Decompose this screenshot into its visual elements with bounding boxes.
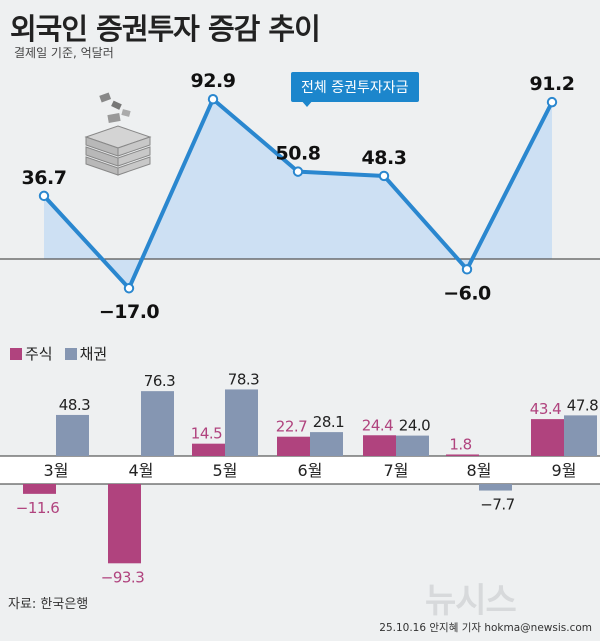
line-point — [207, 94, 219, 105]
legend-label-stock: 주식 — [25, 345, 53, 363]
bond-data-label: 48.3 — [59, 396, 90, 414]
stack-of-money-icon — [78, 92, 158, 181]
bond-bar — [564, 415, 597, 456]
line-point — [123, 283, 135, 294]
bond-bar — [225, 389, 258, 456]
bar-legend: 주식 채권 — [10, 343, 115, 364]
bond-data-label: 28.1 — [313, 413, 344, 431]
bond-data-label: −7.7 — [480, 496, 514, 514]
byline-credit: 25.10.16 안지혜 기자 hokma@newsis.com — [379, 622, 592, 634]
line-point — [292, 166, 304, 177]
legend-label-bond: 채권 — [79, 345, 108, 363]
stock-bar — [531, 419, 564, 456]
stock-data-label: 43.4 — [530, 400, 561, 418]
line-point — [378, 170, 390, 182]
stock-bar — [446, 454, 479, 456]
stock-data-label: 1.8 — [449, 435, 471, 453]
bond-data-label: 76.3 — [144, 372, 175, 390]
line-data-label: 50.8 — [276, 143, 321, 165]
line-data-label: 36.7 — [22, 167, 67, 189]
category-label: 5월 — [213, 461, 238, 480]
line-data-label: −17.0 — [99, 301, 160, 323]
category-band — [0, 456, 600, 484]
bond-bar — [479, 484, 512, 491]
category-label: 3월 — [44, 461, 69, 480]
line-series-callout: 전체 증권투자자금 — [291, 72, 419, 102]
category-label: 7월 — [384, 461, 409, 480]
line-data-label: 48.3 — [362, 147, 407, 169]
newsis-watermark: 뉴시스 — [425, 581, 517, 621]
stock-data-label: 24.4 — [362, 416, 393, 434]
line-point — [461, 264, 473, 275]
stock-data-label: 14.5 — [191, 425, 222, 443]
line-area-fill — [44, 99, 552, 289]
stock-data-label: 22.7 — [276, 418, 307, 436]
stock-data-label: −93.3 — [101, 568, 144, 586]
stock-bar — [192, 443, 225, 456]
stock-bar — [277, 436, 310, 456]
category-label: 6월 — [298, 461, 323, 480]
stock-bar — [363, 435, 396, 456]
bond-data-label: 47.8 — [567, 396, 598, 414]
chart-title: 외국인 증권투자 증감 추이 — [10, 12, 321, 46]
line-data-label: 91.2 — [530, 73, 575, 95]
stock-bar — [108, 484, 141, 564]
legend-item-bond: 채권 — [64, 343, 108, 364]
stock-bar — [23, 484, 56, 494]
legend-item-stock: 주식 — [10, 343, 53, 364]
bond-bar — [396, 435, 429, 456]
source-note: 자료: 한국은행 — [8, 597, 89, 612]
chart-subtitle: 결제일 기준, 억달러 — [14, 46, 114, 60]
category-label: 9월 — [552, 461, 577, 480]
legend-swatch-bond — [64, 347, 77, 360]
legend-swatch-stock — [10, 347, 22, 360]
line-point — [546, 96, 558, 108]
line-data-label: 92.9 — [191, 70, 236, 92]
stock-data-label: −11.6 — [16, 499, 59, 517]
bond-data-label: 78.3 — [228, 370, 259, 388]
category-label: 8월 — [467, 461, 492, 480]
category-label: 4월 — [129, 461, 154, 480]
line-point — [38, 190, 50, 202]
bond-data-label: 24.0 — [399, 417, 430, 435]
callout-pointer — [300, 99, 314, 107]
bond-bar — [310, 432, 343, 456]
bond-bar — [141, 391, 174, 456]
line-data-label: −6.0 — [443, 282, 491, 304]
bond-bar — [56, 414, 89, 456]
